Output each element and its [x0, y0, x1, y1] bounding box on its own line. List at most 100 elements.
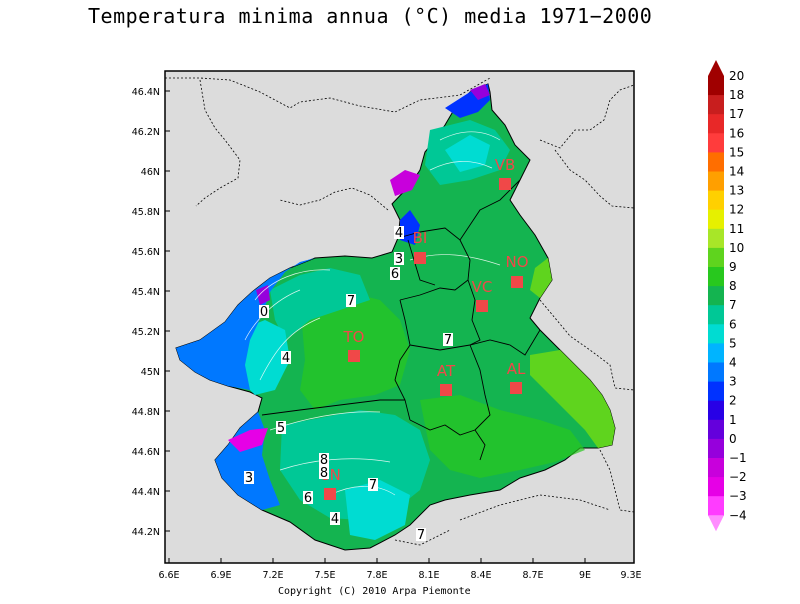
latitude-axis: 46.4N 46.2N 46N 45.8N 45.6N 45.4N 45.2N … [132, 87, 160, 538]
city-label-bi: BI [413, 229, 428, 247]
lat-tick-label: 45.6N [132, 247, 160, 258]
lon-tick-label: 9.3E [620, 570, 641, 581]
legend-label: 18 [729, 88, 744, 102]
legend-label: 14 [729, 165, 744, 179]
contour-label: 4 [282, 351, 290, 366]
legend-swatch [708, 171, 724, 192]
contour-label: 5 [277, 421, 285, 436]
legend-label: 1 [729, 413, 737, 427]
map-title: Temperatura minima annua (°C) media 1971… [88, 4, 653, 28]
city-to[interactable]: TO [343, 328, 365, 362]
legend-swatch [708, 209, 724, 230]
legend-label: 8 [729, 279, 737, 293]
legend-swatch [708, 438, 724, 459]
contour-label: 8 [320, 466, 328, 481]
legend-label: 0 [729, 432, 737, 446]
legend-swatch [708, 343, 724, 363]
city-at[interactable]: AT [437, 362, 456, 396]
lat-tick-label: 46.2N [132, 127, 160, 138]
legend-label: −2 [729, 470, 747, 484]
legend-arrow-max [708, 60, 724, 76]
city-vc[interactable]: VC [472, 278, 493, 312]
lat-tick-label: 44.4N [132, 487, 160, 498]
legend-swatch [708, 305, 724, 325]
legend-swatch [708, 267, 724, 287]
legend-swatch [708, 286, 724, 306]
legend-swatch [708, 76, 724, 96]
copyright-text: Copyright (C) 2010 Arpa Piemonte [278, 586, 471, 597]
contour-label: 8 [320, 453, 328, 468]
city-label-vb: VB [495, 156, 516, 174]
lat-tick-label: 44.8N [132, 407, 160, 418]
legend-label: 13 [729, 184, 744, 198]
legend-swatch [708, 133, 724, 153]
legend-swatch [708, 381, 724, 402]
legend-label: 3 [729, 375, 737, 389]
lat-tick-label: 45N [141, 367, 160, 378]
longitude-axis: 6.6E 6.9E 7.2E 7.5E 7.8E 8.1E 8.4E 8.7E … [158, 570, 641, 581]
legend-arrow-min [708, 515, 724, 532]
contour-value-labels: 4 3 6 7 0 4 7 8 5 8 3 6 7 4 7 [244, 226, 453, 543]
contour-label: 4 [331, 512, 339, 527]
contour-lines [244, 131, 501, 496]
legend-label: 10 [729, 241, 744, 255]
legend-label: −3 [729, 489, 747, 503]
latitude-ticks [165, 90, 170, 532]
lat-tick-label: 45.8N [132, 207, 160, 218]
legend-swatch [708, 95, 724, 115]
city-vb[interactable]: VB [495, 156, 516, 190]
country-borders [165, 77, 635, 546]
city-label-at: AT [437, 362, 456, 380]
legend-label: 17 [729, 107, 744, 121]
lon-tick-label: 6.6E [158, 570, 179, 581]
lon-tick-label: 8.7E [522, 570, 543, 581]
lon-tick-label: 9E [579, 570, 591, 581]
legend-swatch [708, 152, 724, 172]
legend-label: 5 [729, 336, 737, 350]
city-label-to: TO [343, 328, 365, 346]
contour-label: 7 [444, 333, 452, 348]
lon-tick-label: 7.5E [314, 570, 335, 581]
legend-label: 20 [729, 69, 744, 83]
lon-tick-label: 8.4E [470, 570, 491, 581]
lat-tick-label: 44.6N [132, 447, 160, 458]
contour-label: 7 [417, 528, 425, 543]
lon-tick-label: 8.1E [418, 570, 439, 581]
city-bi[interactable]: BI [413, 229, 428, 264]
lon-tick-label: 7.2E [262, 570, 283, 581]
lat-tick-label: 46N [141, 167, 160, 178]
city-label-vc: VC [472, 278, 493, 296]
legend-swatch [708, 458, 724, 478]
city-label-al: AL [507, 360, 526, 378]
lat-tick-label: 44.2N [132, 527, 160, 538]
contour-label: 7 [347, 294, 355, 309]
legend-label: 2 [729, 394, 737, 408]
lon-tick-label: 7.8E [366, 570, 387, 581]
lat-tick-label: 46.4N [132, 87, 160, 98]
legend-swatch [708, 324, 724, 344]
legend-swatch [708, 190, 724, 211]
legend-swatch [708, 362, 724, 383]
lat-tick-label: 45.4N [132, 287, 160, 298]
legend-swatch [708, 114, 724, 134]
contour-label: 6 [304, 491, 312, 506]
legend-label: 16 [729, 126, 744, 140]
city-no[interactable]: NO [505, 253, 529, 288]
city-al[interactable]: AL [507, 360, 526, 394]
legend-label: −4 [729, 508, 747, 522]
legend-swatch [708, 228, 724, 249]
legend-label: 7 [729, 298, 737, 312]
contour-label: 6 [391, 267, 399, 282]
legend-label: 11 [729, 222, 744, 236]
legend-label: 12 [729, 203, 744, 217]
legend-label: 6 [729, 317, 737, 331]
legend-swatch [708, 477, 724, 497]
legend-label: 4 [729, 356, 737, 370]
contour-label: 4 [395, 226, 403, 241]
legend-label: 15 [729, 145, 744, 159]
city-label-no: NO [505, 253, 528, 271]
legend-swatch [708, 419, 724, 440]
